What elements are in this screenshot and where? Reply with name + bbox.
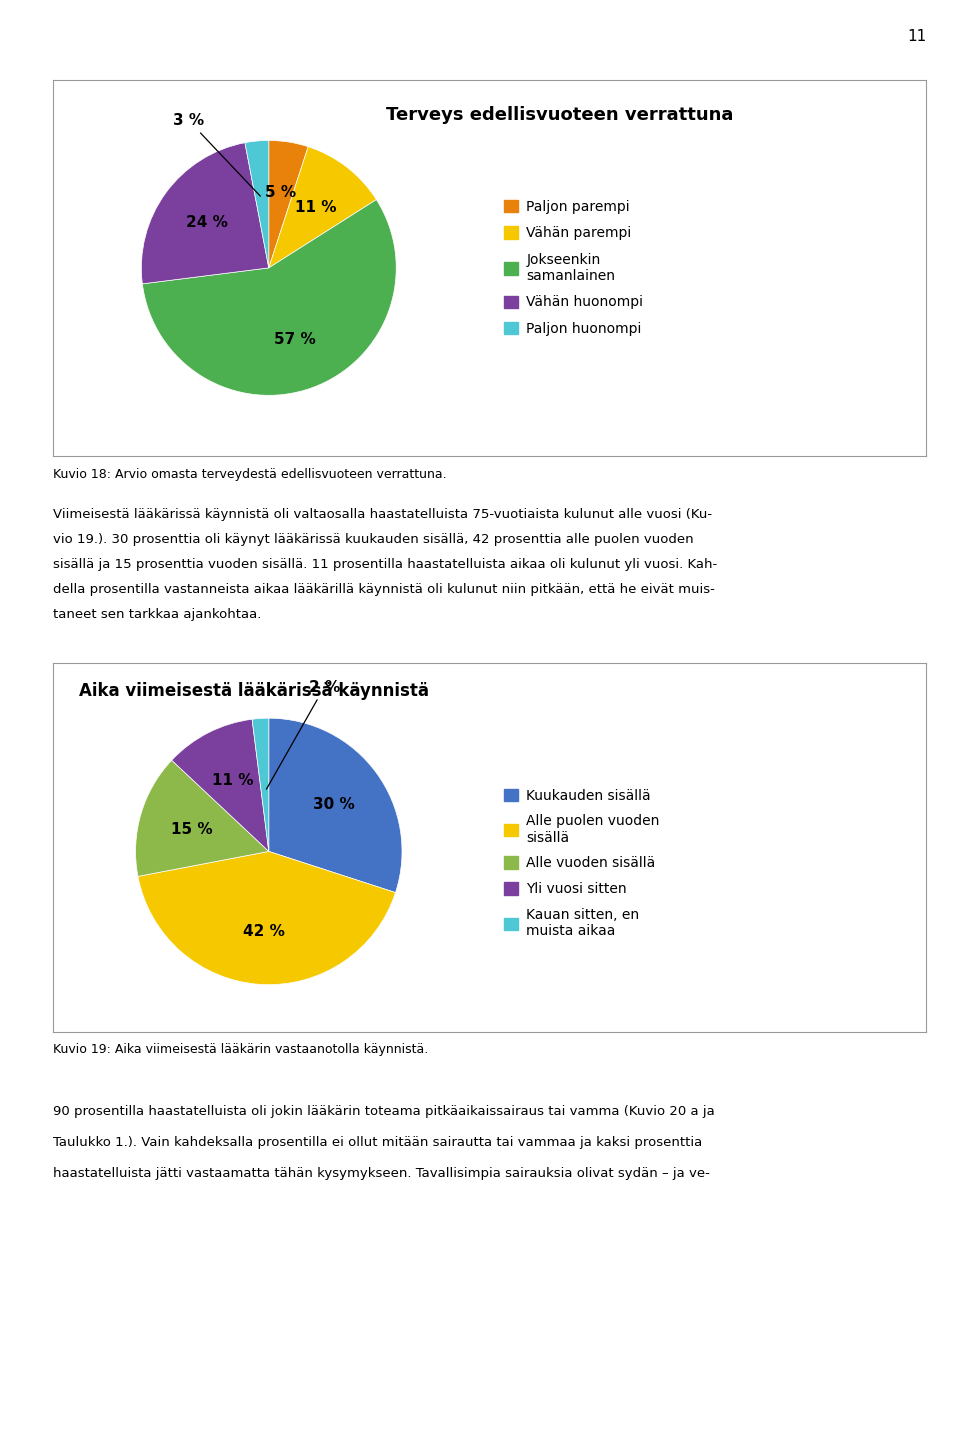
- Text: 24 %: 24 %: [186, 216, 228, 230]
- Text: Taulukko 1.). Vain kahdeksalla prosentilla ei ollut mitään sairautta tai vammaa : Taulukko 1.). Vain kahdeksalla prosentil…: [53, 1135, 702, 1148]
- Text: 11 %: 11 %: [295, 200, 336, 214]
- Legend: Kuukauden sisällä, Alle puolen vuoden
sisällä, Alle vuoden sisällä, Yli vuosi si: Kuukauden sisällä, Alle puolen vuoden si…: [501, 786, 662, 941]
- Wedge shape: [252, 718, 269, 851]
- Text: haastatelluista jätti vastaamatta tähän kysymykseen. Tavallisimpia sairauksia ol: haastatelluista jätti vastaamatta tähän …: [53, 1167, 709, 1180]
- Legend: Paljon parempi, Vähän parempi, Jokseenkin
samanlainen, Vähän huonompi, Paljon hu: Paljon parempi, Vähän parempi, Jokseenki…: [501, 197, 646, 339]
- Wedge shape: [172, 720, 269, 851]
- Text: 30 %: 30 %: [313, 796, 354, 812]
- Text: 2 %: 2 %: [267, 679, 340, 789]
- Text: Terveys edellisvuoteen verrattuna: Terveys edellisvuoteen verrattuna: [386, 106, 733, 125]
- Wedge shape: [269, 140, 308, 268]
- Wedge shape: [138, 851, 396, 985]
- Wedge shape: [245, 140, 269, 268]
- Text: Kuvio 19: Aika viimeisestä lääkärin vastaanotolla käynnistä.: Kuvio 19: Aika viimeisestä lääkärin vast…: [53, 1043, 428, 1056]
- Wedge shape: [141, 143, 269, 284]
- Wedge shape: [135, 760, 269, 876]
- Text: della prosentilla vastanneista aikaa lääkärillä käynnistä oli kulunut niin pitkä: della prosentilla vastanneista aikaa lää…: [53, 584, 714, 597]
- Text: 42 %: 42 %: [243, 924, 285, 938]
- Text: 5 %: 5 %: [265, 185, 297, 200]
- Text: 15 %: 15 %: [171, 821, 213, 837]
- Wedge shape: [269, 146, 376, 268]
- Wedge shape: [269, 718, 402, 892]
- Text: taneet sen tarkkaa ajankohtaa.: taneet sen tarkkaa ajankohtaa.: [53, 608, 261, 621]
- Text: 11 %: 11 %: [212, 773, 253, 788]
- Wedge shape: [142, 200, 396, 395]
- Text: 90 prosentilla haastatelluista oli jokin lääkärin toteama pitkäaikaissairaus tai: 90 prosentilla haastatelluista oli jokin…: [53, 1105, 714, 1118]
- Text: Kuvio 18: Arvio omasta terveydestä edellisvuoteen verrattuna.: Kuvio 18: Arvio omasta terveydestä edell…: [53, 468, 446, 481]
- Text: Aika viimeisestä lääkärissä käynnistä: Aika viimeisestä lääkärissä käynnistä: [79, 682, 429, 699]
- Text: 11: 11: [907, 29, 926, 43]
- Text: 3 %: 3 %: [173, 113, 260, 195]
- Text: vio 19.). 30 prosenttia oli käynyt lääkärissä kuukauden sisällä, 42 prosenttia a: vio 19.). 30 prosenttia oli käynyt lääkä…: [53, 533, 693, 546]
- Text: sisällä ja 15 prosenttia vuoden sisällä. 11 prosentilla haastatelluista aikaa ol: sisällä ja 15 prosenttia vuoden sisällä.…: [53, 559, 717, 572]
- Text: Viimeisestä lääkärissä käynnistä oli valtaosalla haastatelluista 75-vuotiaista k: Viimeisestä lääkärissä käynnistä oli val…: [53, 508, 712, 521]
- Text: 57 %: 57 %: [274, 332, 316, 348]
